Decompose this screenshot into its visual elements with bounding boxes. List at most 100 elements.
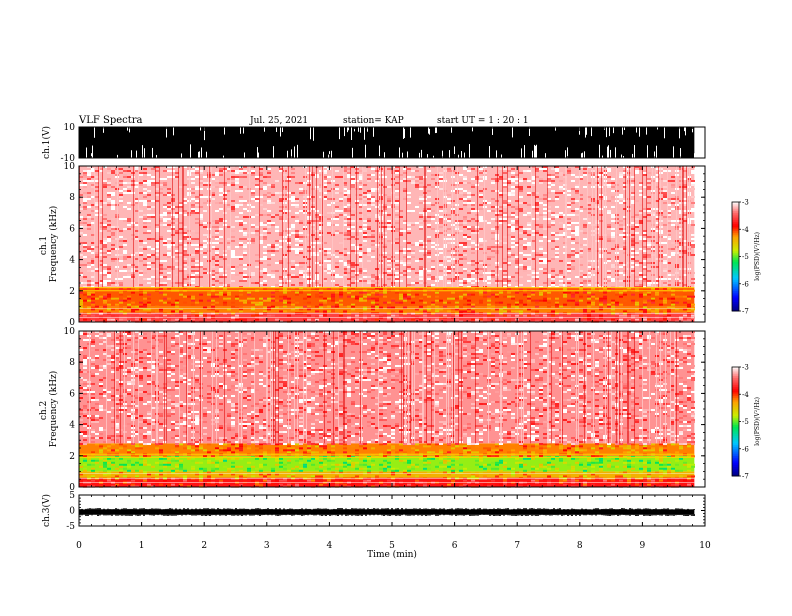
- spectrogram-cell: [327, 310, 331, 312]
- spectrogram-cell: [163, 270, 167, 272]
- spectrogram-cell: [411, 319, 415, 321]
- spectrogram-cell: [671, 319, 675, 321]
- spectrogram-cell: [319, 296, 323, 298]
- spectrogram-striation: [497, 166, 498, 288]
- spectrogram-cell: [263, 234, 267, 236]
- spectrogram-cell: [87, 178, 91, 180]
- spectrogram-cell: [255, 260, 259, 262]
- spectrogram-cell: [231, 256, 235, 258]
- spectrogram-cell: [103, 294, 107, 296]
- spectrogram-cell: [291, 268, 295, 270]
- spectrogram-cell: [439, 208, 443, 210]
- spectrogram-cell: [491, 198, 495, 200]
- spectrogram-striation: [566, 166, 567, 288]
- spectrogram-cell: [575, 226, 579, 228]
- spectrogram-cell: [659, 304, 663, 306]
- spectrogram-striation: [99, 166, 100, 288]
- spectrogram-cell: [219, 220, 223, 222]
- spectrogram-cell: [327, 268, 331, 270]
- spectrogram-cell: [275, 248, 279, 250]
- spectrogram-cell: [335, 176, 339, 178]
- spectrogram-cell: [187, 296, 191, 298]
- spectrogram-cell: [143, 202, 147, 204]
- spectrogram-cell: [203, 202, 207, 204]
- spectrogram-cell: [443, 306, 447, 308]
- spectrogram-cell: [107, 304, 111, 306]
- spectrogram-cell: [327, 224, 331, 226]
- spectrogram-cell: [619, 182, 623, 184]
- spectrogram-cell: [251, 296, 255, 298]
- spectrogram-cell: [327, 264, 331, 266]
- spectrogram-cell: [391, 310, 395, 312]
- spectrogram-cell: [351, 214, 355, 216]
- spectrogram-cell: [107, 266, 111, 268]
- spectrogram-cell: [203, 210, 207, 212]
- spectrogram-cell: [163, 242, 167, 244]
- spectrogram-cell: [663, 198, 667, 200]
- spectrogram-cell: [459, 258, 463, 260]
- spectrogram-cell: [215, 272, 219, 274]
- spectrogram-cell: [559, 280, 563, 282]
- spectrogram-cell: [463, 256, 467, 258]
- spectrogram-cell: [647, 214, 651, 216]
- spectrogram-cell: [111, 244, 115, 246]
- spectrogram-cell: [295, 264, 299, 266]
- spectrogram-cell: [435, 296, 439, 298]
- spectrogram-cell: [515, 304, 519, 306]
- spectrogram-cell: [371, 196, 375, 198]
- ch1-waveform-gap: [639, 127, 640, 137]
- spectrogram-cell: [519, 178, 523, 180]
- spectrogram-striation: [502, 166, 503, 288]
- spectrogram-cell: [243, 302, 247, 304]
- spectrogram-cell: [671, 304, 675, 306]
- spectrogram-cell: [251, 242, 255, 244]
- spectrogram-cell: [507, 315, 511, 317]
- spectrogram-cell: [511, 178, 515, 180]
- spectrogram-cell: [519, 300, 523, 302]
- spectrogram-cell: [571, 198, 575, 200]
- spectrogram-cell: [567, 278, 571, 280]
- spectrogram-cell: [367, 180, 371, 182]
- spectrogram-cell: [663, 186, 667, 188]
- spectrogram-cell: [239, 208, 243, 210]
- spectrogram-cell: [671, 242, 675, 244]
- spectrogram-cell: [419, 278, 423, 280]
- spectrogram-cell: [203, 252, 207, 254]
- spectrogram-cell: [527, 216, 531, 218]
- spectrogram-cell: [467, 306, 471, 308]
- spectrogram-cell: [199, 319, 203, 321]
- spectrogram-cell: [219, 170, 223, 172]
- spectrogram-cell: [123, 317, 127, 319]
- spectrogram-cell: [103, 214, 107, 216]
- spectrogram-cell: [151, 248, 155, 250]
- spectrogram-cell: [163, 254, 167, 256]
- ch1-waveform-gap: [534, 145, 535, 158]
- spectrogram-cell: [195, 264, 199, 266]
- spectrogram-cell: [567, 190, 571, 192]
- spectrogram-striation: [579, 166, 580, 288]
- spectrogram-cell: [691, 188, 695, 190]
- spectrogram-cell: [487, 296, 491, 298]
- spectrogram-cell: [339, 292, 343, 294]
- spectrogram-cell: [575, 234, 579, 236]
- spectrogram-cell: [115, 298, 119, 300]
- spectrogram-cell: [215, 174, 219, 176]
- spectrogram-cell: [235, 218, 239, 220]
- spectrogram-cell: [543, 180, 547, 182]
- spectrogram-cell: [143, 272, 147, 274]
- spectrogram-cell: [567, 300, 571, 302]
- spectrogram-cell: [607, 238, 611, 240]
- spectrogram-cell: [667, 317, 671, 319]
- spectrogram-cell: [571, 266, 575, 268]
- spectrogram-cell: [575, 254, 579, 256]
- spectrogram-cell: [523, 246, 527, 248]
- spectrogram-cell: [351, 182, 355, 184]
- spectrogram-cell: [575, 200, 579, 202]
- spectrogram-cell: [643, 317, 647, 319]
- spectrogram-cell: [431, 260, 435, 262]
- spectrogram-cell: [583, 244, 587, 246]
- spectrogram-cell: [351, 224, 355, 226]
- spectrogram-cell: [463, 236, 467, 238]
- spectrogram-cell: [671, 224, 675, 226]
- spectrogram-cell: [619, 220, 623, 222]
